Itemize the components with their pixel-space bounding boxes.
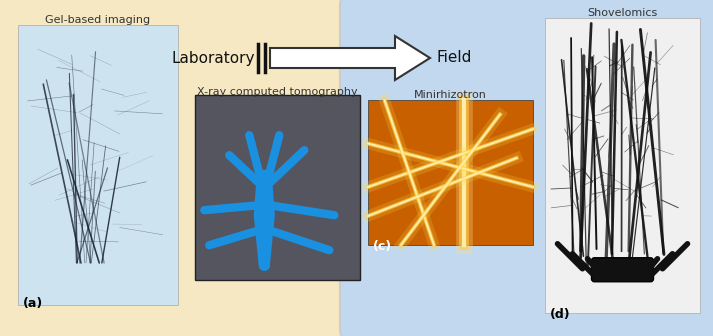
- FancyBboxPatch shape: [545, 18, 700, 313]
- FancyBboxPatch shape: [592, 258, 654, 282]
- FancyBboxPatch shape: [368, 100, 533, 245]
- Text: (a): (a): [23, 297, 43, 310]
- Text: (c): (c): [373, 240, 392, 253]
- Text: Shovelomics: Shovelomics: [588, 8, 657, 18]
- FancyBboxPatch shape: [195, 95, 360, 280]
- FancyBboxPatch shape: [0, 0, 385, 336]
- Text: Gel-based imaging: Gel-based imaging: [46, 15, 150, 25]
- Text: X-ray computed tomography: X-ray computed tomography: [198, 87, 358, 97]
- Polygon shape: [270, 36, 430, 80]
- FancyBboxPatch shape: [340, 0, 713, 336]
- Text: Minirhizotron: Minirhizotron: [414, 90, 487, 100]
- FancyBboxPatch shape: [18, 25, 178, 305]
- Text: Field: Field: [437, 50, 473, 66]
- Text: (d): (d): [550, 308, 570, 321]
- Text: Laboratory: Laboratory: [172, 50, 255, 66]
